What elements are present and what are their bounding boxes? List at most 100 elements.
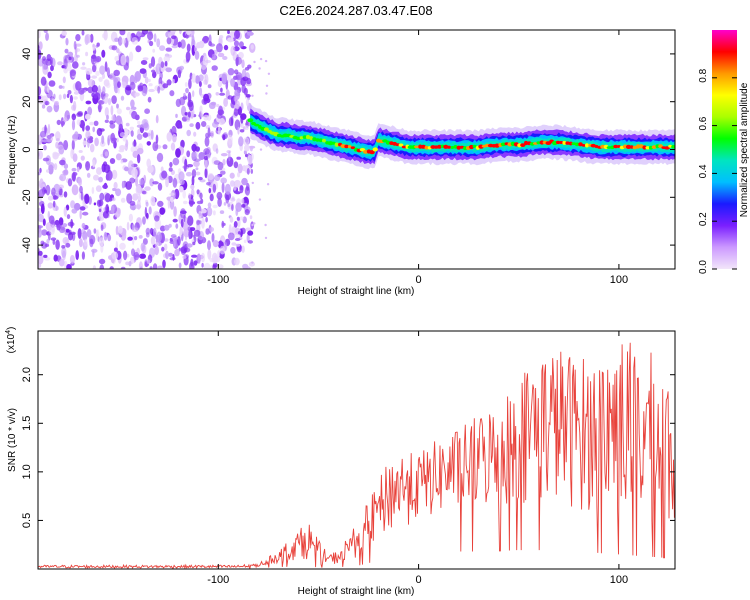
- noise-speckle: [38, 95, 42, 100]
- noise-speckle: [138, 235, 143, 239]
- noise-speckle: [157, 86, 161, 94]
- noise-speckle: [84, 193, 90, 204]
- noise-speckle: [71, 119, 76, 131]
- noise-speckle: [164, 243, 168, 251]
- noise-speckle: [65, 37, 69, 46]
- noise-speckle: [63, 191, 68, 198]
- noise-speckle: [116, 137, 119, 143]
- noise-speckle: [231, 196, 235, 200]
- noise-speckle: [205, 216, 208, 223]
- noise-speckle: [73, 40, 77, 50]
- noise-speckle: [235, 56, 242, 65]
- noise-speckle: [197, 253, 201, 265]
- noise-speckle: [132, 89, 135, 98]
- noise-speckle: [234, 257, 240, 266]
- noise-speckle: [191, 34, 195, 45]
- noise-speckle: [71, 139, 75, 151]
- noise-speckle: [58, 258, 65, 267]
- noise-speckle: [76, 54, 80, 58]
- noise-speckle: [142, 57, 149, 61]
- ridge-peak: [312, 137, 317, 142]
- ridge-peak: [450, 146, 455, 149]
- noise-speckle: [87, 139, 90, 148]
- noise-speckle: [221, 167, 226, 172]
- noise-speckle: [134, 236, 138, 241]
- noise-speckle: [217, 250, 221, 258]
- noise-speckle: [111, 197, 116, 202]
- noise-speckle: [38, 262, 42, 268]
- noise-speckle: [116, 108, 122, 115]
- noise-speckle: [206, 206, 213, 217]
- noise-speckle: [125, 122, 130, 127]
- noise-speckle: [121, 38, 127, 45]
- noise-speckle: [201, 217, 205, 229]
- noise-speckle: [198, 176, 203, 181]
- noise-speckle: [187, 91, 192, 103]
- noise-speckle: [182, 220, 189, 231]
- noise-speckle: [61, 246, 67, 258]
- noise-speckle: [96, 167, 102, 175]
- ridge-peak: [443, 144, 449, 149]
- noise-speckle: [198, 81, 202, 87]
- noise-speckle: [231, 204, 234, 211]
- noise-speckle: [66, 264, 72, 269]
- noise-speckle: [242, 137, 250, 146]
- noise-speckle: [228, 151, 231, 162]
- noise-speckle: [61, 30, 67, 36]
- noise-speckle: [203, 156, 208, 161]
- noise-speckle: [111, 45, 118, 51]
- noise-speckle: [239, 129, 245, 133]
- noise-speckle: [213, 210, 216, 216]
- noise-speckle: [41, 229, 48, 236]
- noise-speckle: [159, 71, 163, 80]
- noise-speckle: [45, 184, 51, 196]
- noise-speckle: [221, 237, 226, 243]
- noise-speckle: [234, 40, 239, 47]
- noise-speckle: [59, 159, 66, 166]
- noise-speckle: [251, 94, 254, 98]
- noise-speckle: [42, 157, 50, 162]
- noise-speckle: [169, 161, 173, 168]
- noise-speckle: [170, 196, 174, 203]
- noise-speckle: [203, 262, 211, 269]
- noise-speckle: [79, 206, 86, 211]
- noise-speckle: [101, 33, 107, 39]
- noise-speckle: [125, 139, 129, 148]
- noise-speckle: [96, 229, 99, 241]
- noise-speckle: [209, 193, 214, 202]
- noise-speckle: [217, 264, 224, 269]
- noise-speckle: [91, 248, 98, 253]
- noise-speckle: [237, 172, 241, 178]
- noise-speckle: [180, 39, 186, 49]
- noise-speckle: [192, 90, 195, 98]
- noise-speckle: [131, 33, 136, 38]
- noise-speckle: [131, 248, 135, 257]
- noise-speckle: [47, 195, 54, 201]
- noise-speckle: [247, 230, 254, 236]
- noise-speckle: [173, 206, 177, 217]
- noise-speckle: [227, 95, 233, 100]
- noise-speckle: [150, 195, 156, 206]
- noise-speckle: [230, 78, 236, 87]
- noise-speckle: [178, 262, 182, 269]
- noise-speckle: [54, 152, 60, 157]
- spectrogram-y-label: Frequency (Hz): [7, 116, 18, 185]
- noise-speckle: [208, 102, 216, 110]
- ridge-peak: [299, 136, 304, 140]
- noise-speckle: [89, 143, 95, 153]
- noise-speckle: [93, 120, 99, 127]
- noise-speckle: [81, 251, 85, 260]
- noise-speckle: [239, 185, 244, 191]
- noise-speckle: [38, 41, 43, 50]
- noise-speckle: [85, 100, 92, 105]
- noise-speckle: [207, 202, 212, 208]
- noise-speckle: [231, 242, 237, 246]
- noise-speckle: [264, 223, 267, 227]
- noise-speckle: [81, 222, 86, 229]
- noise-speckle: [131, 110, 138, 120]
- spectrogram-x-ticks: -100 0 100: [207, 30, 628, 286]
- ridge-peak: [472, 144, 477, 148]
- noise-speckle: [137, 194, 141, 203]
- noise-speckle: [165, 250, 169, 260]
- noise-speckle: [63, 169, 69, 175]
